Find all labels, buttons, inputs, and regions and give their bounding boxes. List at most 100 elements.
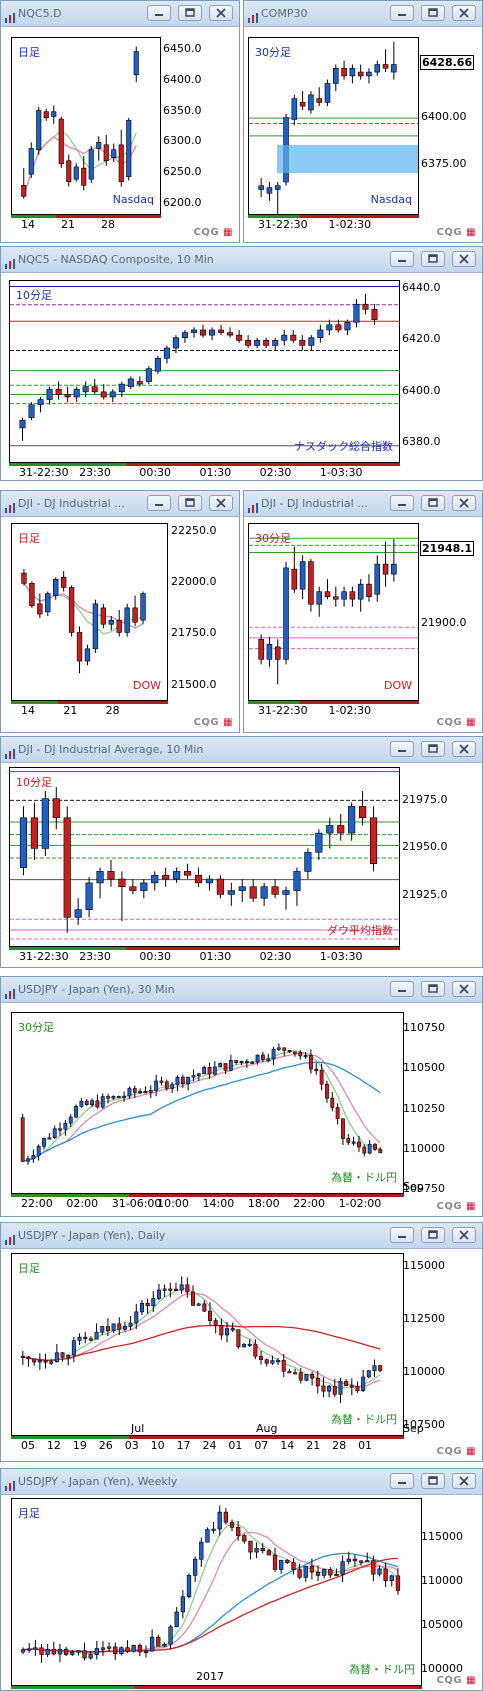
plot-area[interactable]: 10分足 ナスダック総合指数 xyxy=(9,280,400,463)
minimize-button[interactable] xyxy=(147,495,171,511)
close-button[interactable] xyxy=(209,495,233,511)
plot-area[interactable]: 30分足 Nasdaq xyxy=(248,37,419,215)
chart-window-w8[interactable]: USDJPY - Japan (Yen), Daily 日足 為替・ドル円 11500… xyxy=(0,1222,483,1462)
title-bar[interactable]: USDJPY - Japan (Yen), Weekly xyxy=(1,1469,482,1495)
candle-down xyxy=(223,1511,229,1523)
moving-average-line xyxy=(23,1523,399,1655)
instrument-name: DOW xyxy=(132,679,161,692)
close-button[interactable] xyxy=(452,981,476,997)
candle-up xyxy=(31,1155,36,1160)
plot-area[interactable]: 日足 Nasdaq xyxy=(11,37,161,215)
candle-down xyxy=(378,1149,383,1154)
candle-up xyxy=(365,1560,370,1563)
y-tick-label: 21500.0 xyxy=(171,677,217,691)
maximize-button[interactable] xyxy=(421,495,445,511)
close-button[interactable] xyxy=(209,5,233,21)
minimize-button[interactable] xyxy=(390,251,414,267)
candlestick-chart xyxy=(20,1276,383,1403)
maximize-button[interactable] xyxy=(421,5,445,21)
title-bar[interactable]: DJI - DJ Industrial ... xyxy=(1,491,239,517)
corner-month-label: Sep xyxy=(403,1422,424,1435)
title-bar[interactable]: USDJPY - Japan (Yen), Daily xyxy=(1,1223,482,1249)
plot-area[interactable]: 月足 為替・ドル円 xyxy=(11,1498,422,1686)
minimize-button[interactable] xyxy=(147,5,171,21)
candle-up xyxy=(170,1084,175,1089)
minimize-button[interactable] xyxy=(390,495,414,511)
candle-down xyxy=(95,1100,100,1108)
candle-down xyxy=(332,1385,337,1395)
title-bar[interactable]: DJI - DJ Industrial ... xyxy=(244,491,482,517)
chart-app-icon xyxy=(248,8,258,23)
candle-up xyxy=(239,1060,244,1063)
minimize-button[interactable] xyxy=(390,5,414,21)
chart-window-w7[interactable]: USDJPY - Japan (Yen), 30 Min 30分足 為替・ドル円 11… xyxy=(0,976,483,1217)
x-tick-label: 18:00 xyxy=(247,1197,280,1210)
maximize-button[interactable] xyxy=(178,5,202,21)
plot-area[interactable]: 日足 為替・ドル円 xyxy=(11,1253,404,1436)
candle-down xyxy=(208,1310,213,1321)
candle-up xyxy=(119,1647,124,1654)
plot-area[interactable]: 日足 DOW xyxy=(11,523,168,701)
chart-window-w4[interactable]: DJI - DJ Industrial ... 日足 DOW 22250.0 22000… xyxy=(0,490,240,733)
maximize-button[interactable] xyxy=(421,1227,445,1243)
maximize-button[interactable] xyxy=(178,495,202,511)
candle-down xyxy=(236,334,243,341)
moving-average-line xyxy=(22,1292,381,1388)
minimize-button[interactable] xyxy=(390,1473,414,1489)
chart-window-w3[interactable]: NQC5 - NASDAQ Composite, 10 Min 10分足 ナスダック… xyxy=(0,246,483,481)
chart-app-icon xyxy=(5,498,15,513)
candle-down xyxy=(314,1068,319,1071)
title-bar[interactable]: NQC5 - NASDAQ Composite, 10 Min xyxy=(1,247,482,273)
candle-down xyxy=(310,1373,315,1379)
minimize-button[interactable] xyxy=(390,741,414,757)
close-button[interactable] xyxy=(452,1227,476,1243)
y-tick-label: 112500 xyxy=(403,1311,445,1325)
close-button[interactable] xyxy=(452,1473,476,1489)
plot-area[interactable]: 10分足 ダウ平均指数 xyxy=(9,767,400,947)
chart-window-w9[interactable]: USDJPY - Japan (Yen), Weekly 月足 為替・ドル円 1150… xyxy=(0,1468,483,1691)
x-tick-label: Oct xyxy=(97,1689,116,1690)
title-bar[interactable]: COMP30 xyxy=(244,1,482,27)
x-tick-label: 24 xyxy=(202,1439,217,1452)
close-button[interactable] xyxy=(452,741,476,757)
candlestick-chart xyxy=(20,1043,383,1165)
maximize-button[interactable] xyxy=(421,741,445,757)
y-tick-label: 6400.00 xyxy=(421,109,467,123)
plot-area[interactable]: 30分足 DOW xyxy=(248,523,419,701)
y-tick-label: 110000 xyxy=(403,1141,445,1155)
y-tick-label: 6250.0 xyxy=(163,165,202,179)
maximize-button[interactable] xyxy=(421,1473,445,1489)
candle-down xyxy=(298,1372,303,1381)
title-bar[interactable]: DJI - DJ Industrial Average, 10 Min xyxy=(1,737,482,763)
candle-up xyxy=(79,1100,84,1107)
instrument-name: 為替・ドル円 xyxy=(331,1171,397,1184)
candle-up xyxy=(151,874,159,884)
x-tick-label: 03 xyxy=(124,1439,139,1452)
maximize-button[interactable] xyxy=(421,251,445,267)
candle-up xyxy=(173,871,181,880)
candle-up xyxy=(196,1073,201,1076)
close-button[interactable] xyxy=(452,495,476,511)
plot-area[interactable]: 30分足 為替・ドル円 xyxy=(11,1012,404,1194)
chart-window-w6[interactable]: DJI - DJ Industrial Average, 10 Min 10分足ダ… xyxy=(0,736,483,968)
candle-down xyxy=(60,576,67,588)
candle-up xyxy=(109,391,116,398)
instrument-name: ナスダック総合指数 xyxy=(294,440,393,453)
minimize-button[interactable] xyxy=(390,1227,414,1243)
close-button[interactable] xyxy=(452,5,476,21)
close-button[interactable] xyxy=(452,251,476,267)
chart-window-w1[interactable]: NQC5.D 日足 Nasdaq 6450.0 6400.0 6350.0 6300.0 62… xyxy=(0,0,240,243)
chart-window-w5[interactable]: DJI - DJ Industrial ... 30分足 DOW 21900.0 219… xyxy=(243,490,483,733)
candle-down xyxy=(26,1356,31,1360)
logo-mark-icon: ▦ xyxy=(462,1446,476,1457)
candle-down xyxy=(202,1303,207,1312)
window-title: NQC5.D xyxy=(18,7,62,20)
candle-down xyxy=(58,118,64,165)
candle-up xyxy=(134,1311,139,1324)
candle-down xyxy=(282,1047,287,1051)
maximize-button[interactable] xyxy=(421,981,445,997)
title-bar[interactable]: USDJPY - Japan (Yen), 30 Min xyxy=(1,977,482,1003)
chart-window-w2[interactable]: COMP30 30分足 Nasdaq 6400.00 6375.00 6428.66 31-… xyxy=(243,0,483,243)
minimize-button[interactable] xyxy=(390,981,414,997)
title-bar[interactable]: NQC5.D xyxy=(1,1,239,27)
